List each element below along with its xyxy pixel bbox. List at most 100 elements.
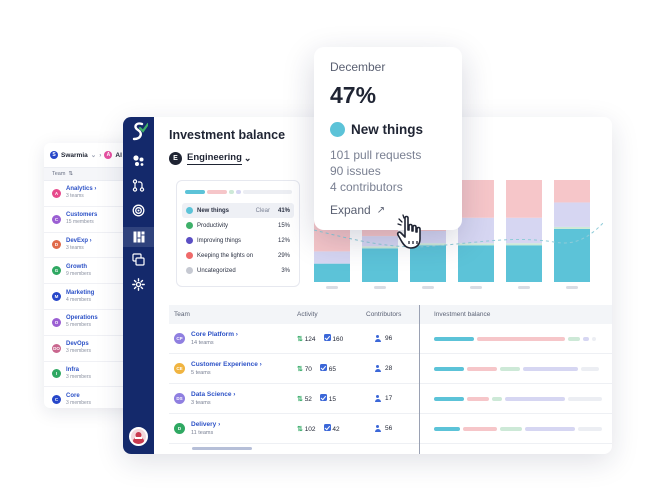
team-link[interactable]: Customer Experience ›: [191, 361, 262, 369]
user-avatar[interactable]: [129, 427, 148, 446]
legend-item[interactable]: Keeping the lights on 29%: [182, 248, 294, 263]
team-count: 3 teams: [66, 193, 84, 200]
bar-segment[interactable]: [458, 180, 494, 218]
investment-column-header[interactable]: Investment balance: [434, 311, 491, 318]
table-row[interactable]: DS Data Science › 3 teams ⇅ 52 15 17: [169, 384, 612, 414]
team-name[interactable]: Customers: [66, 212, 97, 219]
person-icon: [374, 365, 381, 372]
category-legend: New things Clear 41% Productivity 15% Improvi…: [176, 180, 300, 287]
bar-segment[interactable]: [458, 217, 494, 244]
bar-segment[interactable]: [362, 236, 398, 247]
distribution-segment: [242, 190, 292, 194]
pull-request-icon[interactable]: [131, 178, 146, 193]
investment-segment: [505, 396, 565, 401]
bar-segment[interactable]: [506, 180, 542, 218]
bar-segment[interactable]: [362, 246, 398, 249]
bar-segment[interactable]: [554, 202, 590, 227]
team-count: 9 members: [66, 270, 92, 277]
legend-percentage: 12%: [277, 237, 290, 244]
team-name-label: Data Science: [191, 390, 232, 398]
bar-segment[interactable]: [458, 243, 494, 246]
org-breadcrumb[interactable]: S Swarmia ⌄ › A Al: [44, 143, 154, 167]
bar-segment[interactable]: [554, 180, 590, 203]
investment-bar: [419, 366, 612, 371]
team-text: Growth 9 members: [66, 264, 91, 278]
bar-segment[interactable]: [506, 245, 542, 282]
back-team-row[interactable]: C Customers 15 members: [44, 207, 154, 233]
team-name[interactable]: DevExp ›: [66, 238, 92, 245]
legend-item[interactable]: Improving things 12%: [182, 233, 294, 248]
x-tick-placeholder: [566, 286, 578, 289]
contributors-cell: 56: [362, 425, 419, 432]
back-team-row[interactable]: O Operations 5 members: [44, 310, 154, 336]
legend-item[interactable]: New things Clear 41%: [182, 203, 294, 218]
team-link[interactable]: Data Science ›: [191, 391, 235, 399]
team-link[interactable]: Core Platform ›: [191, 331, 238, 339]
back-team-row[interactable]: A Analytics › 3 teams: [44, 181, 154, 207]
team-name[interactable]: Analytics ›: [66, 186, 96, 193]
table-row[interactable]: D Delivery › 11 teams ⇅ 102 42 56: [169, 414, 612, 444]
investment-chart: [314, 180, 604, 289]
back-team-row[interactable]: C Core 3 members: [44, 387, 154, 408]
back-team-rows: A Analytics › 3 teams C Customers 15 members D…: [44, 181, 154, 408]
distribution-segment: [228, 190, 234, 194]
team-column-header[interactable]: Team: [174, 311, 190, 318]
activity-column-header[interactable]: Activity: [297, 311, 318, 318]
team-name[interactable]: Marketing: [66, 290, 94, 297]
clear-filter-button[interactable]: Clear: [255, 207, 270, 214]
gear-icon[interactable]: [131, 277, 146, 292]
team-text: Customer Experience › 5 teams: [191, 361, 262, 377]
team-name[interactable]: DevOps: [66, 341, 91, 348]
x-tick-placeholder: [326, 286, 338, 289]
bar-segment[interactable]: [410, 243, 446, 246]
issue-value: 160: [332, 336, 344, 343]
investment-bar: [419, 426, 612, 431]
back-team-row[interactable]: DO DevOps 3 members: [44, 336, 154, 362]
person-icon: [374, 425, 381, 432]
pull-request-icon: ⇅: [297, 425, 303, 433]
back-team-row[interactable]: G Growth 9 members: [44, 258, 154, 285]
legend-dot: [186, 267, 193, 274]
table-row[interactable]: CE Customer Experience › 5 teams ⇅ 70 65 28: [169, 354, 612, 384]
team-text: Core Platform › 14 teams: [191, 331, 238, 347]
team-count: 5 members: [66, 322, 92, 329]
org-selector[interactable]: E Engineering ⌄: [169, 152, 251, 165]
team-name[interactable]: Operations: [66, 315, 98, 322]
dots-cluster-icon[interactable]: [131, 153, 146, 168]
bar-segment[interactable]: [458, 245, 494, 282]
bar-segment[interactable]: [506, 243, 542, 246]
back-team-row[interactable]: I Infra 3 members: [44, 362, 154, 388]
issue-count: 15: [319, 394, 336, 403]
team-link[interactable]: Delivery ›: [191, 421, 220, 429]
org-name: Swarmia: [61, 151, 88, 159]
bar-segment[interactable]: [314, 263, 350, 282]
investment-segment: [578, 426, 602, 431]
bar-segment[interactable]: [362, 248, 398, 282]
legend-dot: [186, 207, 193, 214]
back-team-row[interactable]: M Marketing 4 members: [44, 284, 154, 310]
team-column-label: Team: [52, 171, 66, 177]
expand-link[interactable]: Expand ↗: [330, 203, 446, 217]
team-table: Team Activity Contributors Investment ba…: [169, 305, 612, 454]
investment-balance-icon[interactable]: [123, 227, 154, 247]
back-team-row[interactable]: D DevExp › 3 teams: [44, 233, 154, 259]
team-name[interactable]: Infra: [66, 367, 91, 374]
investment-segment: [523, 366, 578, 371]
bar-segment[interactable]: [554, 226, 590, 229]
team-name[interactable]: Core: [66, 393, 91, 400]
table-row[interactable]: CP Core Platform › 14 teams ⇅ 124 160 96: [169, 324, 612, 354]
team-name-label: Customers: [66, 212, 98, 219]
swarmia-logo-icon[interactable]: [130, 121, 148, 143]
cards-icon[interactable]: [131, 252, 146, 267]
legend-item[interactable]: Productivity 15%: [182, 218, 294, 233]
legend-item[interactable]: Uncategorized 3%: [182, 263, 294, 278]
bar-segment[interactable]: [506, 217, 542, 244]
chevron-right-icon: ›: [233, 330, 238, 338]
team-name[interactable]: Growth: [66, 264, 91, 271]
bar-segment[interactable]: [554, 228, 590, 282]
distribution-segment: [206, 190, 227, 194]
bar-segment[interactable]: [314, 251, 350, 264]
bar-segment[interactable]: [410, 245, 446, 282]
contributors-column-header[interactable]: Contributors: [366, 311, 402, 318]
target-icon[interactable]: [131, 203, 146, 218]
